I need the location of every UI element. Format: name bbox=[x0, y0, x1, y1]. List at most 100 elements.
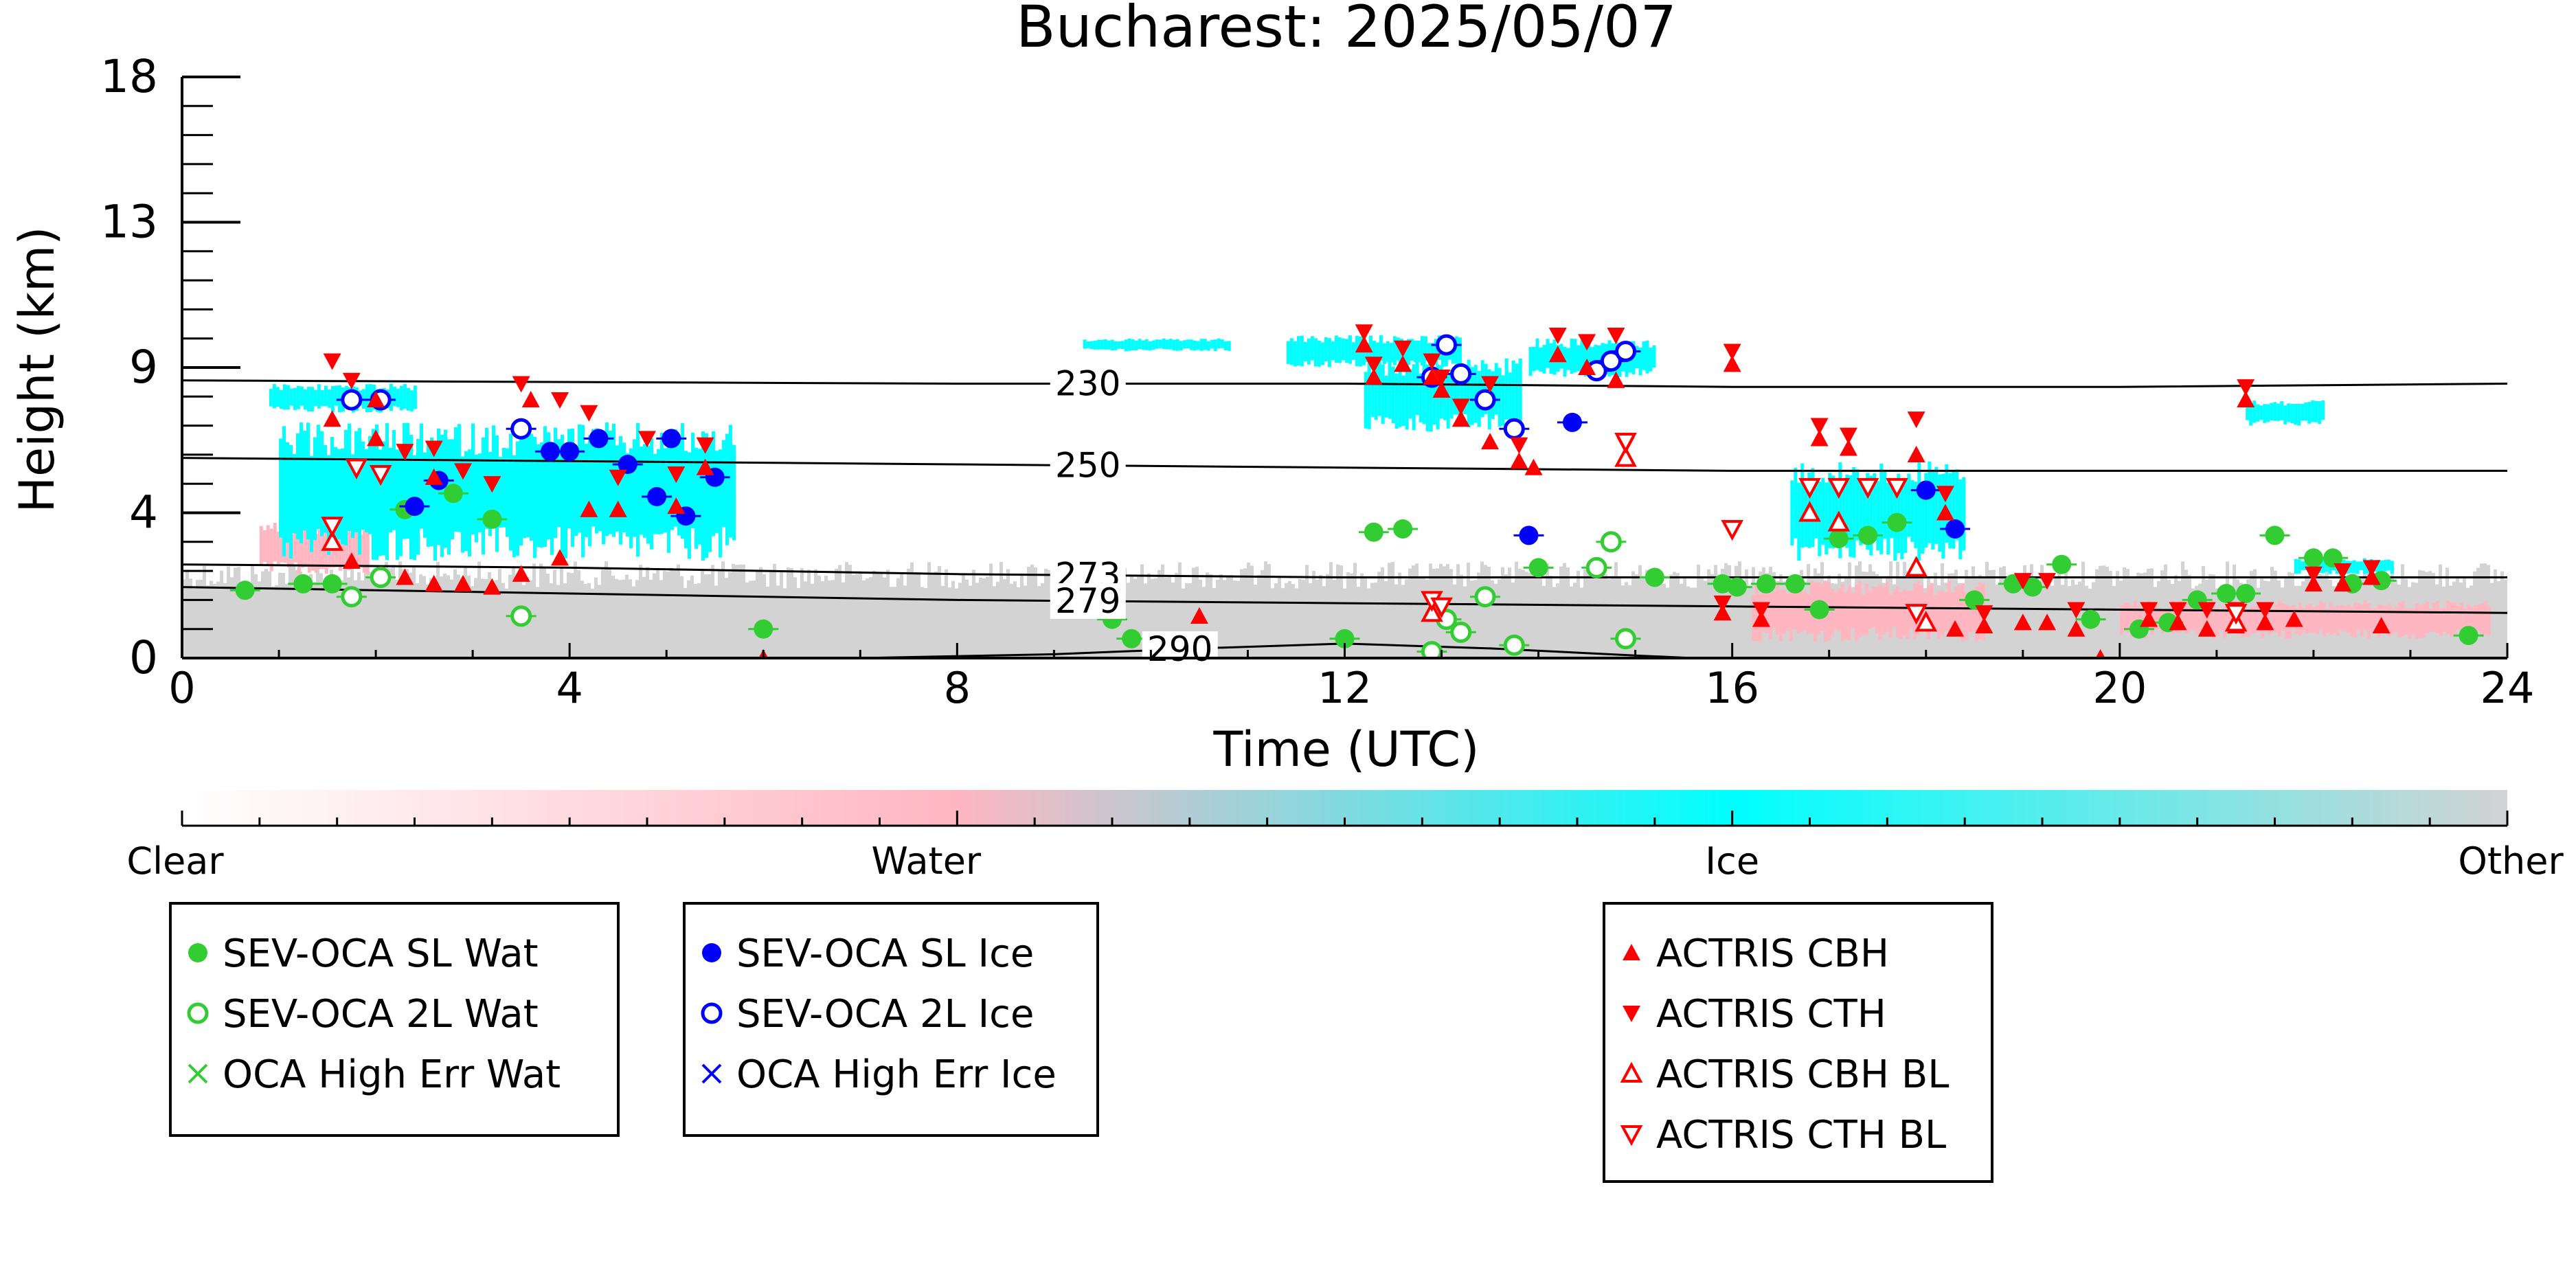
cloud-column bbox=[306, 587, 309, 658]
series-sev-oca-2l-wat bbox=[336, 531, 1641, 658]
cloud-column bbox=[1357, 587, 1360, 658]
cloud-column bbox=[1859, 478, 1863, 545]
cloud-column bbox=[468, 449, 471, 557]
cloud-column bbox=[1855, 469, 1860, 541]
isotherm-230 bbox=[182, 379, 2507, 388]
y-axis-label: Height (km) bbox=[9, 227, 65, 513]
cloud-column bbox=[374, 572, 378, 658]
cloud-column bbox=[2380, 605, 2384, 631]
cloud-column bbox=[1348, 335, 1352, 364]
cloud-column bbox=[1851, 593, 1855, 629]
legend-label: SEV-OCA SL Wat bbox=[223, 931, 539, 976]
data-point bbox=[1528, 558, 1548, 578]
cloud-column bbox=[1535, 563, 1539, 658]
data-point bbox=[551, 392, 569, 409]
cloud-column bbox=[282, 426, 286, 556]
data-point bbox=[396, 568, 414, 585]
legend-frame bbox=[1603, 902, 1993, 1183]
data-point bbox=[2022, 577, 2042, 597]
cloud-column bbox=[2442, 607, 2446, 633]
data-point bbox=[1936, 486, 1954, 503]
cloud-column bbox=[2116, 571, 2119, 658]
cloud-column bbox=[1017, 587, 1020, 658]
data-point bbox=[345, 458, 368, 479]
cloud-column bbox=[1480, 360, 1484, 417]
cloud-column bbox=[454, 427, 457, 532]
cloud-column bbox=[1044, 568, 1048, 658]
cloud-column bbox=[427, 440, 430, 547]
cloud-column bbox=[1796, 583, 1800, 633]
cloud-column bbox=[266, 525, 270, 566]
cloud-column bbox=[1315, 579, 1319, 658]
cloud-column bbox=[1570, 586, 1573, 658]
cloud-column bbox=[1950, 593, 1954, 633]
data-point bbox=[1519, 526, 1539, 545]
cloud-column bbox=[636, 422, 640, 557]
cloud-column bbox=[841, 582, 845, 658]
cloud-column bbox=[185, 569, 189, 658]
cloud-column bbox=[1416, 340, 1421, 363]
cloud-column bbox=[1161, 564, 1164, 658]
cloud-column bbox=[1831, 475, 1835, 549]
cloud-column bbox=[1573, 583, 1577, 658]
cloud-column bbox=[2332, 607, 2336, 633]
cloud-column bbox=[1511, 583, 1515, 658]
cloud-column bbox=[1034, 567, 1037, 658]
cloud-column bbox=[413, 385, 417, 409]
cloud-column bbox=[1243, 568, 1247, 658]
cloud-column bbox=[1577, 571, 1580, 658]
cloud-column bbox=[1261, 570, 1264, 658]
data-point bbox=[1600, 531, 1622, 553]
cloud-column bbox=[2383, 560, 2387, 572]
cloud-column bbox=[341, 530, 346, 567]
cloud-column bbox=[1707, 569, 1710, 658]
cloud-column bbox=[313, 437, 317, 541]
cloud-column bbox=[1999, 567, 2002, 658]
cloud-column bbox=[1974, 587, 1978, 642]
cloud-column bbox=[1230, 575, 1233, 658]
data-point bbox=[1364, 368, 1383, 385]
cloud-column bbox=[1083, 339, 1087, 349]
cloud-column bbox=[2401, 600, 2405, 637]
cloud-column bbox=[1391, 366, 1395, 424]
cloud-column bbox=[2349, 607, 2353, 637]
cloud-column bbox=[423, 452, 427, 538]
data-point bbox=[342, 372, 361, 389]
cloud-column bbox=[1772, 591, 1776, 629]
cloud-column bbox=[1089, 341, 1094, 350]
cloud-column bbox=[1054, 583, 1058, 658]
chart-title: Bucharest: 2025/05/07 bbox=[1016, 0, 1677, 60]
data-point bbox=[425, 574, 443, 591]
cloud-column bbox=[1334, 335, 1338, 363]
cloud-column bbox=[1381, 364, 1385, 424]
cloud-column bbox=[1473, 580, 1477, 658]
data-point bbox=[1364, 522, 1383, 542]
cloud-column bbox=[278, 572, 282, 658]
cloud-column bbox=[1607, 578, 1611, 658]
cloud-column bbox=[2184, 601, 2189, 633]
cloud-column bbox=[1398, 572, 1401, 658]
cloud-column bbox=[2297, 403, 2301, 426]
isotherm-label-250: 250 bbox=[1055, 446, 1120, 486]
cloud-column bbox=[1914, 482, 1918, 549]
cloud-column bbox=[2376, 560, 2380, 573]
cloud-column bbox=[831, 580, 835, 658]
cloud-column bbox=[817, 576, 821, 658]
cloud-column bbox=[371, 572, 374, 658]
cloud-column bbox=[1182, 340, 1186, 348]
cloud-column bbox=[1324, 337, 1328, 362]
cloud-column bbox=[1151, 340, 1155, 350]
x-tick-label: 4 bbox=[556, 663, 583, 713]
cloud-column bbox=[2229, 600, 2233, 634]
data-point bbox=[580, 405, 598, 422]
cloud-column bbox=[1952, 471, 1956, 549]
cloud-column bbox=[1219, 574, 1223, 658]
cloud-column bbox=[2391, 608, 2395, 635]
cloud-column bbox=[505, 588, 508, 658]
cloud-column bbox=[1778, 589, 1783, 642]
cloud-column bbox=[471, 586, 474, 658]
data-point bbox=[2371, 571, 2391, 591]
cloud-column bbox=[192, 588, 196, 658]
y-tick-label: 9 bbox=[129, 341, 158, 394]
cloud-column bbox=[1398, 359, 1402, 427]
